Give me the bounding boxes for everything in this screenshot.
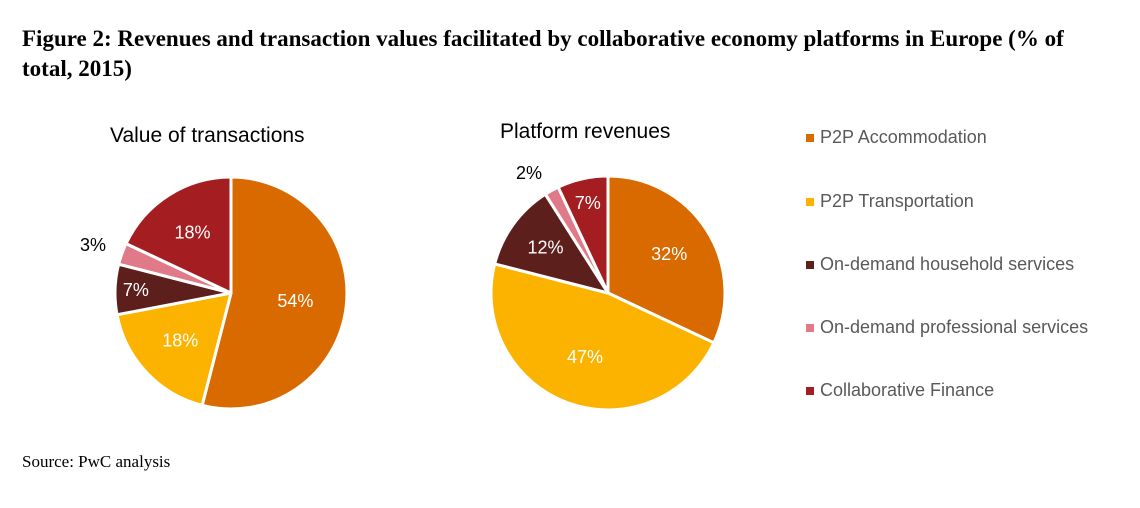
pie-label-p2p-transportation: 47%	[567, 347, 603, 367]
legend-label: P2P Accommodation	[820, 127, 987, 147]
figure-title: Figure 2: Revenues and transaction value…	[22, 26, 1064, 81]
legend-swatch	[806, 324, 814, 332]
legend-label: P2P Transportation	[820, 191, 974, 211]
pie-label-collaborative-finance: 18%	[174, 222, 210, 242]
pie-label-p2p-transportation: 18%	[162, 331, 198, 351]
chart-title-value-of-transactions: Value of transactions	[110, 124, 305, 147]
pie-label-professional-services: 2%	[516, 163, 542, 183]
pie-slice-p2p-accommodation	[200, 175, 349, 411]
pie-label-collaborative-finance: 7%	[575, 193, 601, 213]
legend-label: On-demand household services	[820, 254, 1075, 274]
chart-title-platform-revenues: Platform revenues	[500, 120, 671, 143]
pie-slice-household-services	[493, 192, 610, 295]
legend-swatch	[806, 134, 814, 142]
pie-slice-collaborative-finance	[556, 174, 610, 295]
pie-slice-p2p-transportation	[115, 291, 233, 407]
legend-label: On-demand professional services	[820, 317, 1089, 337]
legend-label: Collaborative Finance	[820, 380, 995, 400]
pie-label-professional-services: 3%	[80, 235, 106, 255]
pie-label-p2p-accommodation: 54%	[277, 291, 313, 311]
legend-swatch	[806, 387, 814, 395]
pie-slice-p2p-accommodation	[606, 174, 727, 345]
legend-swatch	[806, 198, 814, 206]
pie-slice-p2p-transportation	[489, 262, 716, 412]
pie-value-of-transactions: 54% 18% 7% 3% 18%	[80, 175, 349, 411]
pie-label-household-services: 7%	[123, 280, 149, 300]
pie-slice-collaborative-finance	[124, 175, 233, 295]
pie-label-household-services: 12%	[527, 238, 563, 258]
pie-platform-revenues: 32% 47% 12% 2% 7%	[489, 163, 727, 412]
legend-swatch	[806, 261, 814, 269]
pie-label-p2p-accommodation: 32%	[651, 244, 687, 264]
source-note: Source: PwC analysis	[22, 452, 171, 471]
